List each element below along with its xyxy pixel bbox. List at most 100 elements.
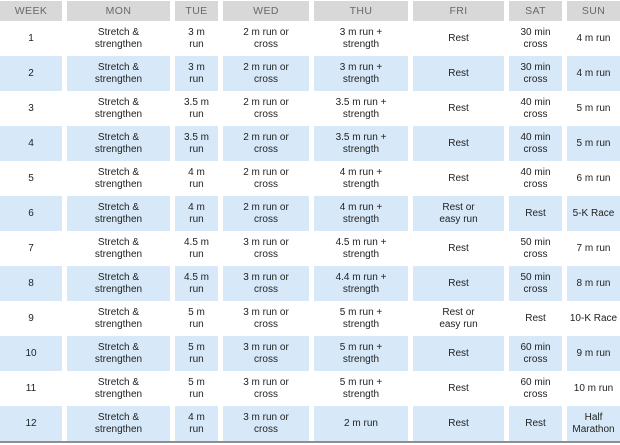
- table-row-week-4: 4 Stretch & strengthen 3.5 m run 2 m run…: [0, 126, 620, 161]
- table-cell: Stretch & strengthen: [62, 21, 170, 56]
- table-cell: 8 m run: [562, 266, 620, 301]
- week-number-cell: 7: [0, 231, 62, 266]
- column-header-thu: THU: [309, 1, 408, 21]
- table-cell: 7 m run: [562, 231, 620, 266]
- week-number-cell: 1: [0, 21, 62, 56]
- table-cell: 5-K Race: [562, 196, 620, 231]
- table-cell: 5 m run + strength: [309, 371, 408, 406]
- table-cell: 2 m run or cross: [218, 91, 309, 126]
- table-cell: 4 m run + strength: [309, 161, 408, 196]
- column-header-sun: SUN: [562, 1, 620, 21]
- table-cell: 2 m run or cross: [218, 21, 309, 56]
- table-cell: Rest: [408, 21, 504, 56]
- table-cell: Stretch & strengthen: [62, 231, 170, 266]
- table-cell: 40 min cross: [504, 161, 562, 196]
- week-number-cell: 6: [0, 196, 62, 231]
- table-cell: Stretch & strengthen: [62, 266, 170, 301]
- table-cell: 3 m run + strength: [309, 21, 408, 56]
- table-cell: 4.5 m run: [170, 266, 218, 301]
- table-cell: 4 m run: [170, 406, 218, 441]
- table-cell: Stretch & strengthen: [62, 301, 170, 336]
- table-cell: 10 m run: [562, 371, 620, 406]
- table-cell: 9 m run: [562, 336, 620, 371]
- table-cell: 3.5 m run + strength: [309, 126, 408, 161]
- column-header-sat: SAT: [504, 1, 562, 21]
- table-cell: Rest: [408, 336, 504, 371]
- table-cell: 3 m run or cross: [218, 266, 309, 301]
- table-cell: Rest: [504, 301, 562, 336]
- table-cell: 40 min cross: [504, 126, 562, 161]
- table-cell: Stretch & strengthen: [62, 196, 170, 231]
- week-number-cell: 5: [0, 161, 62, 196]
- table-cell: Rest: [408, 126, 504, 161]
- table-cell: Rest: [408, 406, 504, 441]
- table-cell: Rest: [408, 266, 504, 301]
- column-header-mon: MON: [62, 1, 170, 21]
- table-cell: 3.5 m run: [170, 91, 218, 126]
- week-number-cell: 3: [0, 91, 62, 126]
- table-cell: 30 min cross: [504, 21, 562, 56]
- table-cell: 5 m run + strength: [309, 336, 408, 371]
- table-cell: Stretch & strengthen: [62, 126, 170, 161]
- table-cell: 3 m run + strength: [309, 56, 408, 91]
- table-row-week-8: 8 Stretch & strengthen 4.5 m run 3 m run…: [0, 266, 620, 301]
- table-row-week-9: 9 Stretch & strengthen 5 m run 3 m run o…: [0, 301, 620, 336]
- table-cell: 4 m run: [562, 56, 620, 91]
- table-cell: 5 m run: [562, 126, 620, 161]
- table-row-week-6: 6 Stretch & strengthen 4 m run 2 m run o…: [0, 196, 620, 231]
- table-cell: 3.5 m run: [170, 126, 218, 161]
- column-header-wed: WED: [218, 1, 309, 21]
- table-cell: 4 m run: [170, 161, 218, 196]
- table-cell: 50 min cross: [504, 231, 562, 266]
- table-cell: 4 m run: [170, 196, 218, 231]
- table-cell: 5 m run + strength: [309, 301, 408, 336]
- table-cell: Rest: [504, 406, 562, 441]
- table-cell: 4.4 m run + strength: [309, 266, 408, 301]
- table-cell: Rest: [408, 231, 504, 266]
- table-cell: Rest: [408, 161, 504, 196]
- table-cell: 30 min cross: [504, 56, 562, 91]
- table-row-week-7: 7 Stretch & strengthen 4.5 m run 3 m run…: [0, 231, 620, 266]
- week-number-cell: 8: [0, 266, 62, 301]
- table-cell: 4 m run + strength: [309, 196, 408, 231]
- table-cell: Rest: [408, 56, 504, 91]
- table-cell: Stretch & strengthen: [62, 56, 170, 91]
- table-cell: Stretch & strengthen: [62, 336, 170, 371]
- table-cell: 3 m run or cross: [218, 371, 309, 406]
- table-cell: 4.5 m run + strength: [309, 231, 408, 266]
- table-row-week-2: 2 Stretch & strengthen 3 m run 2 m run o…: [0, 56, 620, 91]
- column-header-tue: TUE: [170, 1, 218, 21]
- table-cell: 3 m run or cross: [218, 301, 309, 336]
- table-cell: 2 m run or cross: [218, 126, 309, 161]
- week-number-cell: 4: [0, 126, 62, 161]
- table-cell: Stretch & strengthen: [62, 91, 170, 126]
- week-number-cell: 12: [0, 406, 62, 441]
- table-cell: 50 min cross: [504, 266, 562, 301]
- table-cell: 2 m run: [309, 406, 408, 441]
- table-cell: 60 min cross: [504, 336, 562, 371]
- table-cell: 10-K Race: [562, 301, 620, 336]
- column-header-week: WEEK: [0, 1, 62, 21]
- header-row: WEEK MON TUE WED THU FRI SAT SUN: [0, 1, 620, 21]
- table-cell: Rest: [504, 196, 562, 231]
- table-cell: 5 m run: [562, 91, 620, 126]
- week-number-cell: 10: [0, 336, 62, 371]
- table-row-week-5: 5 Stretch & strengthen 4 m run 2 m run o…: [0, 161, 620, 196]
- week-number-cell: 11: [0, 371, 62, 406]
- table-cell: Rest: [408, 91, 504, 126]
- table-row-week-10: 10 Stretch & strengthen 5 m run 3 m run …: [0, 336, 620, 371]
- column-header-fri: FRI: [408, 1, 504, 21]
- table-cell: 3 m run: [170, 56, 218, 91]
- table-cell: 3 m run or cross: [218, 336, 309, 371]
- table-cell: 2 m run or cross: [218, 196, 309, 231]
- table-cell: 4 m run: [562, 21, 620, 56]
- table-row-week-11: 11 Stretch & strengthen 5 m run 3 m run …: [0, 371, 620, 406]
- table-cell: 5 m run: [170, 371, 218, 406]
- table-row-week-3: 3 Stretch & strengthen 3.5 m run 2 m run…: [0, 91, 620, 126]
- table-row-week-1: 1 Stretch & strengthen 3 m run 2 m run o…: [0, 21, 620, 56]
- table-cell: Half Marathon: [562, 406, 620, 441]
- table-cell: Rest: [408, 371, 504, 406]
- table-cell: 3 m run or cross: [218, 406, 309, 441]
- table-cell: 6 m run: [562, 161, 620, 196]
